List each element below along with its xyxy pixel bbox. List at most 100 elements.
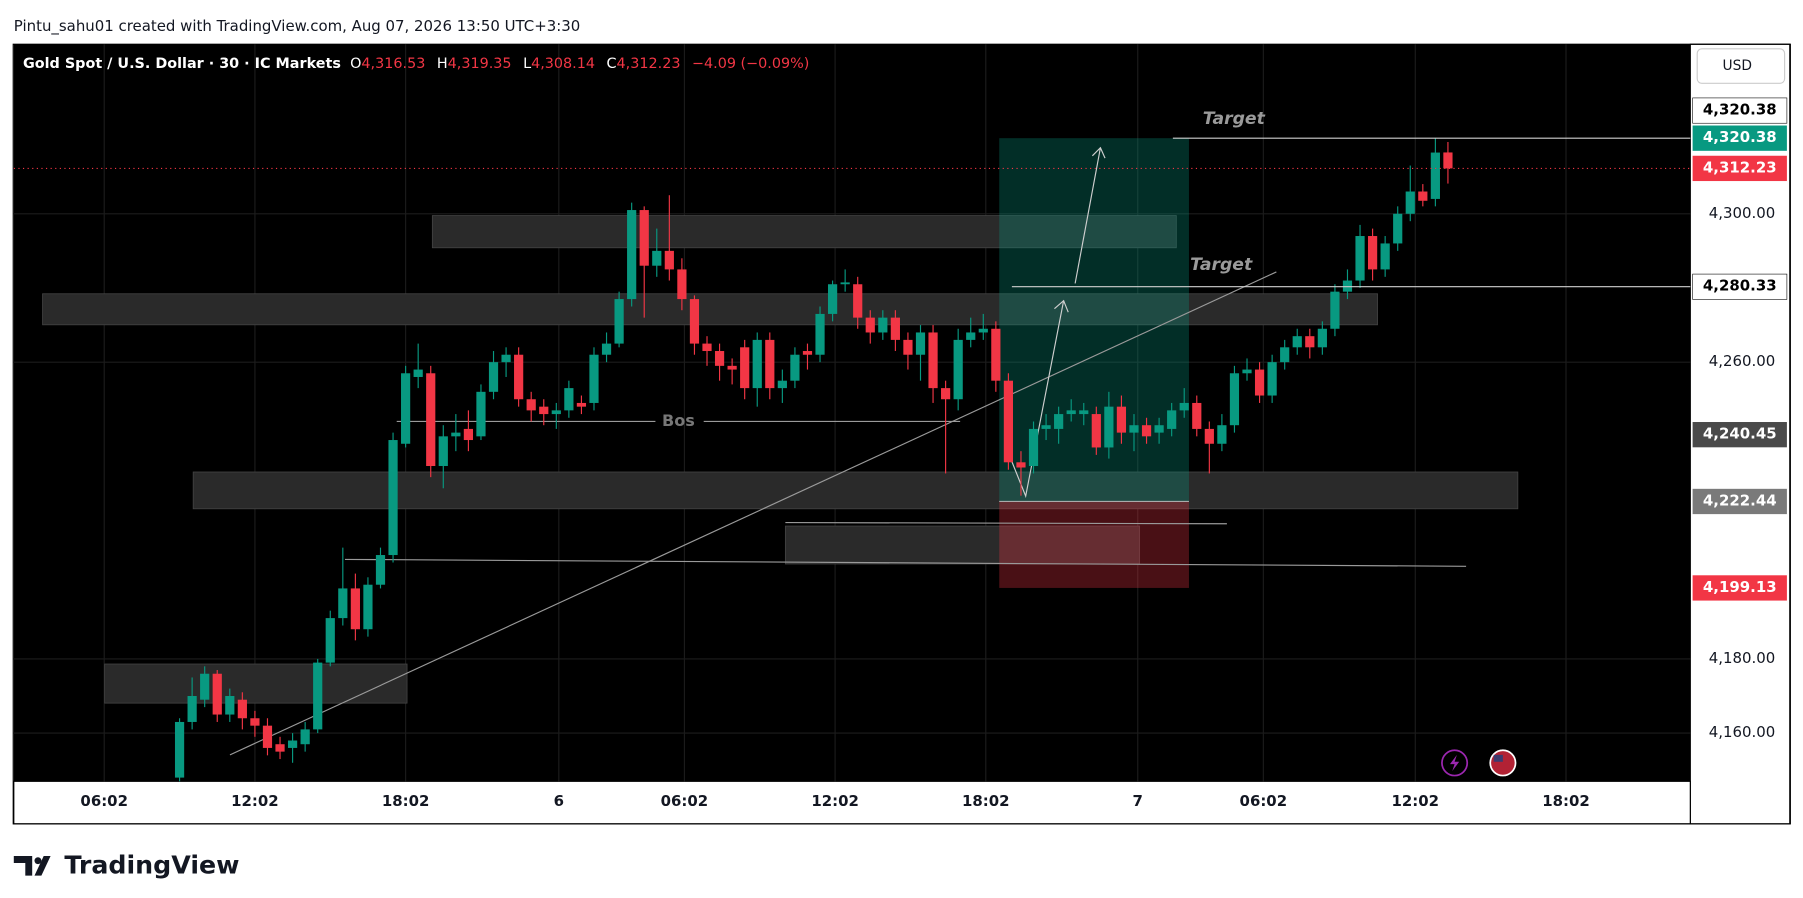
candle-body (827, 284, 838, 314)
candle-body (727, 365, 737, 370)
candle-body (576, 402, 587, 407)
candle-body (212, 673, 222, 715)
candle-body (740, 347, 750, 389)
candle-body (614, 299, 624, 344)
candle-body (1292, 336, 1302, 348)
y-tick-label: 4,180.00 (1709, 649, 1776, 667)
candle-body (878, 317, 888, 333)
candle-body (338, 588, 348, 619)
candle-body (174, 721, 185, 778)
path-arrow (1011, 300, 1065, 499)
price-tag-label: 4,222.44 (1703, 491, 1777, 509)
candle-body (1342, 280, 1353, 292)
logo-text: TradingView (64, 850, 239, 879)
candle-body (476, 391, 486, 437)
candle-body (375, 555, 386, 585)
legend-key: H (437, 56, 448, 72)
candle-body (765, 339, 775, 389)
candle-body (903, 339, 913, 355)
zone (431, 215, 1177, 249)
candle-body (426, 373, 436, 467)
candle-body (714, 351, 725, 366)
flag-icon[interactable] (1489, 749, 1517, 777)
candle-body (677, 269, 687, 300)
price-tag (1692, 575, 1787, 601)
candle-body (639, 210, 649, 266)
price-tag (1692, 273, 1788, 300)
candle-body (1330, 291, 1340, 329)
x-tick-label: 06:02 (80, 792, 128, 810)
candle-body (539, 406, 549, 415)
loss-zone (999, 501, 1189, 588)
candle-body (991, 328, 1001, 381)
candle-body (1242, 369, 1252, 374)
x-tick-label: 7 (1133, 792, 1143, 810)
currency: USD (1723, 58, 1752, 74)
candle-body (802, 351, 813, 355)
arrow-head (1091, 146, 1106, 159)
candle-body (1229, 373, 1240, 426)
candle-body (488, 362, 499, 392)
candle-body (589, 354, 599, 403)
price-tag (1692, 125, 1787, 151)
candle-body (840, 282, 850, 285)
candle-body (1003, 380, 1014, 463)
legend-value: 4,308.14 (531, 56, 595, 72)
frame (12, 43, 1791, 825)
candle-body (401, 373, 411, 444)
candle-body (463, 428, 474, 441)
x-tick-label: 18:02 (382, 792, 430, 810)
candle-body (1254, 369, 1265, 396)
candle-body (1317, 328, 1327, 348)
legend-value: 4,316.53 (361, 56, 425, 72)
candle-body (451, 432, 461, 437)
candle-body (325, 618, 335, 663)
bos-label: Bos (662, 411, 695, 430)
currency-button[interactable] (1696, 48, 1786, 84)
candle-body (1104, 406, 1114, 448)
candle-body (1355, 236, 1365, 281)
candle-body (752, 339, 762, 389)
target-label: Target (1190, 255, 1253, 275)
event-icon[interactable] (1441, 749, 1469, 777)
price-tag-label: 4,320.38 (1703, 101, 1777, 119)
arrow-head (1054, 299, 1069, 313)
candle-body (1167, 410, 1177, 429)
target-label: Target (1203, 109, 1266, 129)
candle-body (1091, 414, 1101, 448)
candle-body (1305, 336, 1315, 348)
candle-body (1267, 362, 1277, 396)
legend-key: O (350, 56, 361, 72)
candle-body (1430, 152, 1440, 199)
candle-body (300, 729, 310, 745)
candle-body (790, 354, 800, 381)
candle-body (1179, 402, 1189, 411)
candle-body (1129, 425, 1139, 433)
path-arrow (1074, 147, 1101, 284)
price-tag (1692, 155, 1787, 182)
candle-body (1054, 414, 1064, 429)
candle-body (941, 388, 951, 400)
candle-body (865, 317, 875, 333)
candle-body (1418, 191, 1428, 201)
candle-body (225, 695, 235, 715)
grid (13, 44, 1691, 782)
candles (174, 138, 1453, 782)
legend-key: C (607, 56, 617, 72)
candle-body (275, 744, 285, 752)
x-tick-label: 12:02 (231, 792, 279, 810)
candle-body (1367, 236, 1378, 270)
logo: TradingView (13, 850, 240, 879)
legend: Gold Spot / U.S. Dollar · 30 · IC Market… (23, 56, 809, 72)
candle-body (413, 369, 423, 377)
candle-body (664, 250, 674, 270)
legend-value: 4,312.23 (617, 56, 681, 72)
candle-body (652, 250, 662, 266)
flag-canton (1493, 754, 1503, 762)
candle-body (1443, 152, 1453, 169)
candle-body (438, 436, 448, 467)
price-tag-label: 4,280.33 (1703, 277, 1777, 295)
price-tag-label: 4,240.45 (1703, 425, 1777, 443)
candle-body (287, 740, 298, 748)
header: Pintu_sahu01 created with TradingView.co… (14, 17, 580, 35)
